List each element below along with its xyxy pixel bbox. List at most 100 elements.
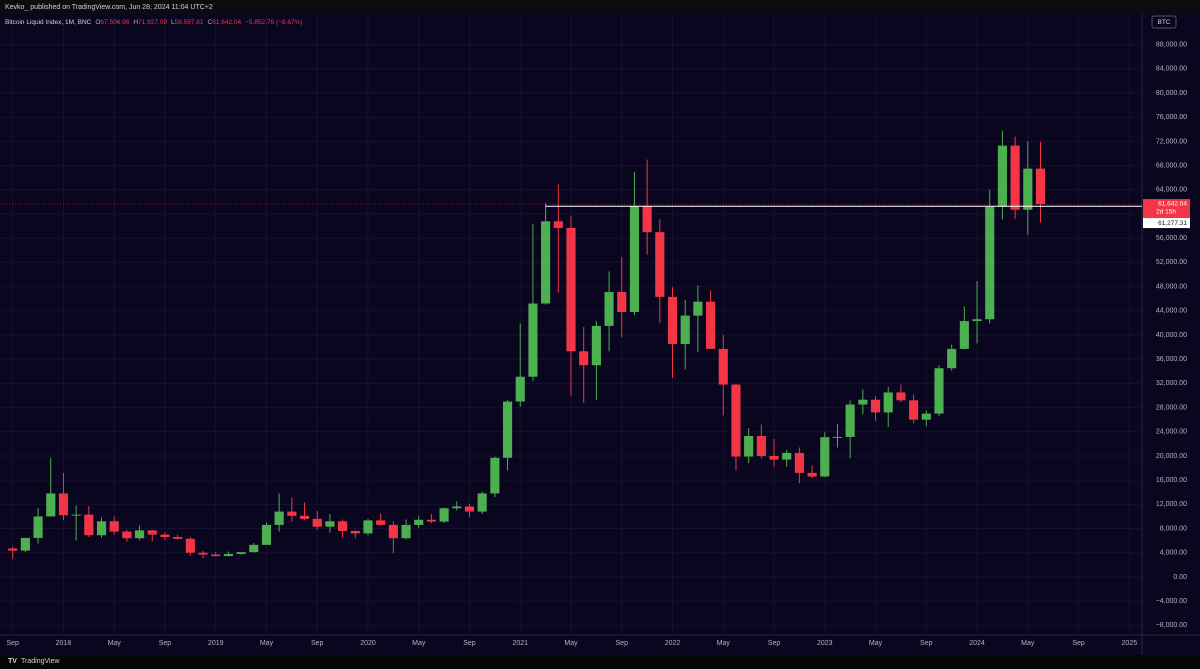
legend-letter: C — [208, 19, 213, 26]
candle-body — [782, 452, 792, 460]
candle-body — [985, 206, 995, 320]
candle-body — [997, 145, 1007, 207]
x-tick-label: May — [564, 640, 578, 647]
x-tick-label: 2018 — [56, 640, 72, 647]
footer-bar — [0, 655, 1200, 669]
candle-body — [249, 544, 259, 553]
legend-value: 58,597.81 — [175, 19, 204, 26]
y-tick-label: 20,000.00 — [1156, 453, 1187, 460]
y-tick-label: 56,000.00 — [1156, 235, 1187, 242]
candle-body — [642, 206, 652, 233]
x-tick-label: 2020 — [360, 640, 376, 647]
candle-body — [959, 321, 969, 349]
y-tick-label: 40,000.00 — [1156, 332, 1187, 339]
header-bar — [0, 0, 1200, 14]
hline-price-box — [1143, 218, 1190, 229]
candle-body — [350, 530, 360, 534]
candle-body — [452, 506, 462, 509]
candle-body — [794, 452, 804, 473]
candle-body — [96, 521, 107, 536]
x-tick-label: May — [717, 640, 731, 647]
candle-body — [261, 524, 272, 545]
candle-body — [20, 537, 30, 551]
x-tick-label: Sep — [6, 640, 19, 647]
y-tick-label: 72,000.00 — [1156, 138, 1187, 145]
legend-title: Bitcoin Liquid Index, 1M, BNC — [5, 19, 92, 26]
candles — [8, 130, 1046, 559]
last-price-label: 61,642.04 — [1158, 200, 1187, 207]
candle-body — [629, 206, 640, 312]
countdown-label: 2d 15h — [1156, 208, 1176, 215]
y-tick-label: 48,000.00 — [1156, 283, 1187, 290]
candle-body — [122, 531, 132, 539]
x-tick-label: May — [1021, 640, 1035, 647]
x-tick-label: Sep — [920, 640, 933, 647]
x-tick-label: Sep — [616, 640, 629, 647]
candle-body — [541, 221, 551, 304]
candle-body — [706, 301, 716, 349]
candle-body — [338, 521, 348, 531]
y-tick-label: 76,000.00 — [1156, 114, 1187, 121]
y-tick-label: 28,000.00 — [1156, 404, 1187, 411]
candle-body — [820, 437, 830, 477]
candle-body — [33, 516, 43, 538]
y-tick-label: 4,000.00 — [1160, 550, 1187, 557]
legend: Bitcoin Liquid Index, 1M, BNC O67,506.96 H… — [5, 19, 303, 26]
x-tick-label: May — [869, 640, 883, 647]
x-tick-label: Sep — [1072, 640, 1085, 647]
y-tick-label: −4,000.00 — [1156, 598, 1187, 605]
candle-body — [528, 303, 538, 377]
candle-body — [591, 325, 601, 366]
candle-body — [680, 315, 690, 345]
candle-body — [769, 455, 779, 460]
candle-body — [896, 392, 906, 401]
candle-body — [135, 530, 145, 539]
x-tick-label: 2025 — [1122, 640, 1138, 647]
y-tick-label: 12,000.00 — [1156, 501, 1187, 508]
y-tick-label: 16,000.00 — [1156, 477, 1187, 484]
x-tick-label: 2019 — [208, 640, 224, 647]
candle-body — [515, 376, 525, 402]
legend-letter: O — [95, 19, 100, 26]
candle-body — [1023, 168, 1033, 210]
candle-body — [464, 506, 475, 512]
legend-letter: H — [133, 19, 138, 26]
candle-body — [1035, 168, 1046, 205]
x-tick-label: 2024 — [969, 640, 985, 647]
x-tick-label: 2022 — [665, 640, 681, 647]
y-tick-label: 32,000.00 — [1156, 380, 1187, 387]
x-tick-label: Sep — [159, 640, 172, 647]
y-tick-label: 68,000.00 — [1156, 162, 1187, 169]
x-tick-label: Sep — [768, 640, 781, 647]
candle-body — [756, 435, 766, 456]
candle-body — [388, 524, 398, 539]
y-tick-label: 64,000.00 — [1156, 187, 1187, 194]
candle-body — [401, 524, 411, 539]
candle-body — [325, 521, 335, 527]
last-price-box — [1143, 199, 1190, 219]
candle-body — [921, 413, 931, 420]
x-tick-label: May — [260, 640, 274, 647]
candle-body — [439, 508, 449, 522]
y-tick-label: 88,000.00 — [1156, 41, 1187, 48]
candle-body — [883, 392, 893, 413]
candle-body — [655, 232, 665, 297]
candle-body — [845, 404, 855, 437]
footer-text: TradingView — [21, 658, 60, 665]
candle-body — [211, 554, 221, 557]
candle-body — [477, 493, 487, 512]
candle-body — [312, 518, 322, 527]
legend-value: 71,927.09 — [138, 19, 167, 26]
candle-body — [909, 400, 919, 420]
legend-letter: L — [171, 19, 175, 26]
candle-body — [71, 514, 81, 516]
symbol-badge[interactable]: BTC — [1158, 19, 1171, 26]
symbol-badge-box[interactable] — [1151, 15, 1177, 29]
x-tick-label: 2021 — [512, 640, 528, 647]
candle-body — [1010, 145, 1020, 210]
y-tick-label: 8,000.00 — [1160, 525, 1187, 532]
candle-body — [363, 520, 373, 534]
x-tick-label: 2023 — [817, 640, 833, 647]
candle-body — [807, 472, 817, 477]
